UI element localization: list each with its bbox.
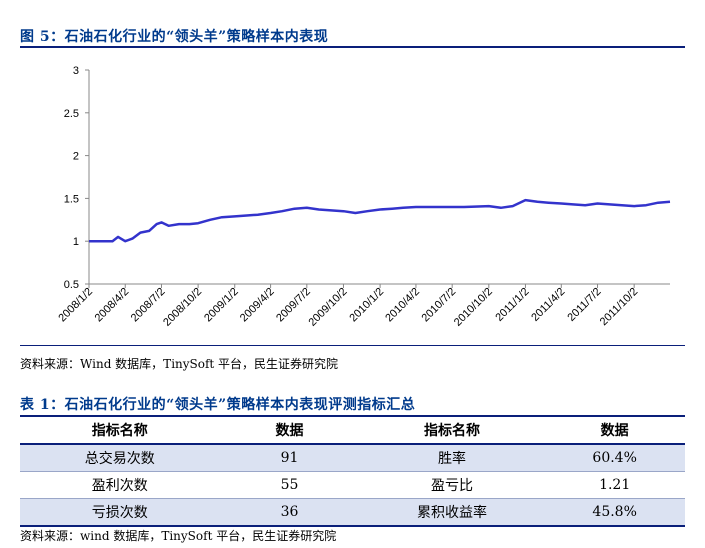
cell: 55: [219, 471, 360, 499]
table-row: 盈利次数 55 盈亏比 1.21: [20, 471, 685, 499]
cell: 1.21: [544, 471, 685, 499]
x-tick-label: 2011/7/2: [565, 286, 603, 324]
cell: 45.8%: [544, 498, 685, 527]
x-tick-label: 2009/10/2: [306, 286, 349, 329]
cell: 累积收益率: [359, 498, 545, 527]
y-tick-label: 1.5: [64, 193, 79, 205]
x-tick-label: 2010/1/2: [347, 286, 386, 325]
x-tick-label: 2009/1/2: [202, 286, 241, 325]
cell: 91: [219, 444, 360, 472]
table-title: 表 1：石油石化行业的“领头羊”策略样本内表现评测指标汇总: [20, 397, 416, 413]
figure-top-rule: [20, 46, 685, 48]
cell: 盈亏比: [359, 471, 545, 499]
x-tick-label: 2009/4/2: [238, 286, 277, 325]
line-chart: 0.511.522.532008/1/22008/4/22008/7/22008…: [56, 65, 671, 329]
metrics-table: 指标名称 数据 指标名称 数据 总交易次数 91 胜率 60.4% 盈利次数 5…: [20, 415, 685, 527]
y-tick-label: 3: [73, 65, 79, 77]
cell: 胜率: [359, 444, 545, 472]
series-line: [89, 198, 671, 243]
cell: 亏损次数: [20, 498, 220, 527]
x-tick-label: 2008/1/2: [56, 286, 95, 325]
header-value-2: 数据: [544, 415, 685, 445]
cell: 盈利次数: [20, 471, 220, 499]
header-value-1: 数据: [219, 415, 360, 445]
x-tick-label: 2011/4/2: [529, 286, 567, 324]
figure-bottom-rule: [20, 345, 685, 346]
figure-source: 资料来源：Wind 数据库，TinySoft 平台，民生证券研究院: [20, 357, 339, 371]
cell: 60.4%: [544, 444, 685, 472]
figure-title: 图 5：石油石化行业的“领头羊”策略样本内表现: [20, 29, 329, 45]
x-tick-label: 2008/10/2: [161, 286, 204, 329]
table-row: 总交易次数 91 胜率 60.4%: [20, 444, 685, 472]
table-source: 资料来源：wind 数据库，TinySoft 平台，民生证券研究院: [20, 529, 337, 543]
y-tick-label: 1: [73, 236, 79, 248]
x-tick-label: 2010/4/2: [383, 286, 422, 325]
cell: 总交易次数: [20, 444, 220, 472]
y-tick-label: 2.5: [64, 108, 79, 120]
header-metric-name-2: 指标名称: [359, 415, 545, 445]
header-metric-name-1: 指标名称: [20, 415, 220, 445]
table-row: 亏损次数 36 累积收益率 45.8%: [20, 498, 685, 527]
x-tick-label: 2010/10/2: [452, 286, 495, 329]
x-tick-label: 2011/10/2: [598, 286, 641, 329]
x-tick-label: 2011/1/2: [493, 286, 531, 324]
y-tick-label: 2: [73, 151, 79, 163]
y-tick-label: 0.5: [64, 279, 79, 291]
cell: 36: [219, 498, 360, 527]
table-header-row: 指标名称 数据 指标名称 数据: [20, 415, 685, 445]
x-tick-label: 2008/4/2: [93, 286, 132, 325]
